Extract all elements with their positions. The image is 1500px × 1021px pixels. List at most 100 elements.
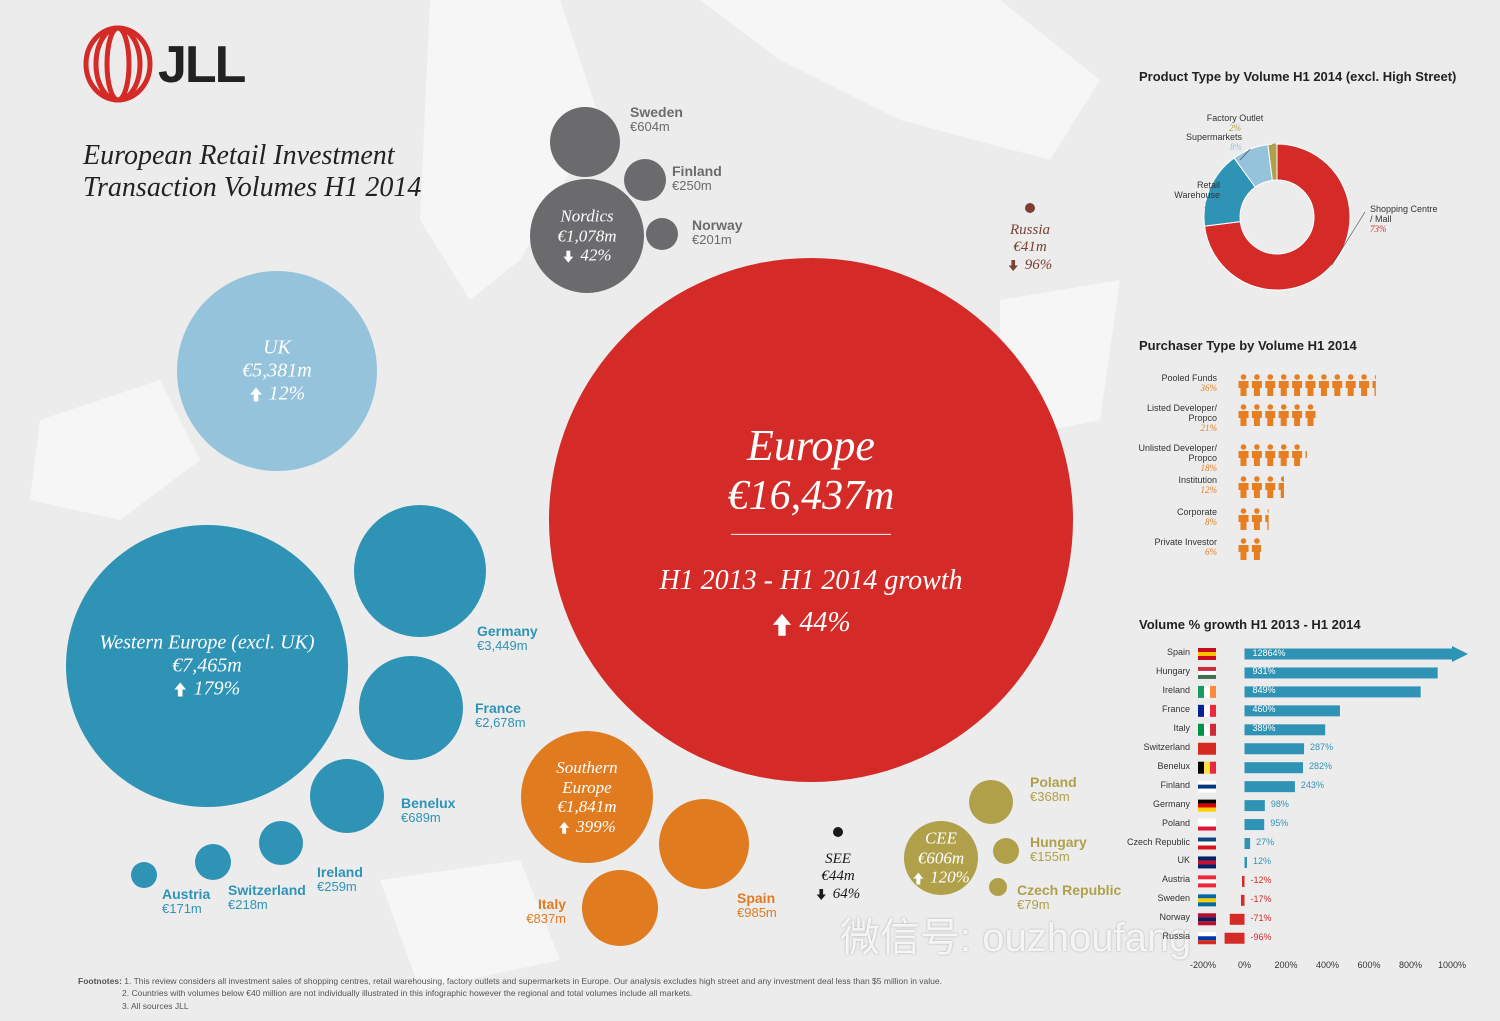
growth-arrow <box>174 682 187 697</box>
growth-label: 179% <box>193 677 241 700</box>
bubble-label: Europe €16,437m H1 2013 - H1 2014 growth 44… <box>611 421 1011 639</box>
person-body <box>1265 515 1269 530</box>
category-label: Spain <box>1166 647 1190 657</box>
pictograph-row <box>1238 444 1307 466</box>
flag <box>1204 723 1210 736</box>
person-head <box>1280 404 1287 410</box>
flag <box>1198 845 1216 850</box>
country-value: €155m <box>1030 849 1070 865</box>
flag <box>1210 723 1216 736</box>
value-label: -12% <box>1250 874 1272 885</box>
row-name: Private Investor <box>1154 537 1217 547</box>
bar <box>1244 648 1452 660</box>
flag <box>1198 875 1216 880</box>
row-name: Corporate <box>1176 507 1217 517</box>
bar <box>1224 932 1245 944</box>
category-label: UK <box>1177 855 1190 866</box>
person-head <box>1374 374 1376 380</box>
bubble-name: Europe <box>747 420 875 470</box>
category-label: Poland <box>1161 817 1190 828</box>
value-label: 931% <box>1252 666 1276 677</box>
bubble <box>550 107 620 177</box>
growth-label: 399% <box>576 816 616 836</box>
bubble-label: Southern Europe €1,841m 399% <box>534 758 640 836</box>
pictograph-row <box>1238 374 1376 396</box>
flag <box>1210 704 1216 717</box>
flag <box>1198 864 1216 869</box>
row-value: 6% <box>1205 546 1217 557</box>
flag <box>1198 818 1216 823</box>
leader-line <box>1331 211 1366 266</box>
value-label: 12864% <box>1252 647 1286 658</box>
growth: 42% <box>541 246 632 266</box>
row-label: Unlisted Developer/ Propco 18% <box>1127 443 1217 474</box>
flag <box>1198 940 1216 945</box>
person-body <box>1238 381 1249 396</box>
flag <box>1210 761 1216 774</box>
value-label: 98% <box>1270 799 1289 810</box>
logo-mark <box>83 25 153 103</box>
country-value: €218m <box>228 897 268 913</box>
person-body <box>1238 515 1249 530</box>
x-tick-label: 600% <box>1357 960 1381 970</box>
growth: 399% <box>534 817 640 837</box>
growth-arrow <box>1008 259 1018 271</box>
bubble-label: Germany €3,449m <box>477 623 538 654</box>
slice-label: Retail Warehouse 17% <box>1150 180 1220 211</box>
country-value: €79m <box>1017 897 1050 913</box>
flag <box>1198 879 1216 884</box>
slice-value: 73% <box>1370 223 1387 234</box>
row-label: Listed Developer/ Propco 21% <box>1127 403 1217 434</box>
country-name: Hungary <box>1030 834 1087 850</box>
bar <box>1240 894 1245 906</box>
footnotes: Footnotes: 1. This review considers all … <box>78 975 942 1012</box>
person-head <box>1334 374 1341 380</box>
value-label: -71% <box>1250 912 1272 923</box>
flag <box>1198 822 1216 827</box>
person-head <box>1240 508 1247 514</box>
country-name: Italy <box>537 896 566 912</box>
bubble-label: Austria €171m <box>162 886 210 917</box>
person-body <box>1238 451 1249 466</box>
flag <box>1198 856 1216 861</box>
bubble <box>310 759 384 833</box>
person-head <box>1280 444 1287 450</box>
person-body <box>1345 381 1356 396</box>
x-tick-label: 200% <box>1274 960 1298 970</box>
category-label: Italy <box>1173 722 1190 733</box>
person-body <box>1251 483 1262 498</box>
country-name: Sweden <box>630 104 683 120</box>
country-name: Norway <box>692 217 743 233</box>
category-label: Switzerland <box>1143 741 1190 752</box>
slice-value: 2% <box>1229 122 1241 133</box>
bubble-name: Nordics <box>560 206 614 226</box>
country-value: €368m <box>1030 789 1070 805</box>
slice-label: Factory Outlet 2% <box>1205 113 1265 134</box>
person-body <box>1278 483 1284 498</box>
category-label: Hungary <box>1155 665 1190 676</box>
flag <box>1198 704 1204 717</box>
flag <box>1198 894 1216 899</box>
person-head <box>1267 476 1274 482</box>
bubble-label: Poland €368m <box>1030 774 1077 805</box>
bubble <box>582 870 658 946</box>
bubble-label: Nordics €1,078m 42% <box>541 207 632 266</box>
value-label: 27% <box>1256 837 1275 847</box>
country-value: €259m <box>317 879 357 895</box>
flag <box>1198 921 1216 926</box>
bubble <box>530 179 644 293</box>
flag <box>1198 656 1216 660</box>
slice-name: Retail Warehouse <box>1174 180 1220 200</box>
slice-label: Shopping Centre / Mall 73% <box>1370 204 1440 235</box>
country-name: France <box>475 700 521 716</box>
row-label: Private Investor 6% <box>1127 537 1217 558</box>
person-body <box>1238 545 1249 560</box>
flag <box>1198 902 1216 907</box>
bubble-label: Italy €837m <box>526 896 566 927</box>
pictograph-row <box>1238 538 1261 560</box>
donut-slice <box>1267 143 1278 181</box>
person-head <box>1307 374 1314 380</box>
country-value: €604m <box>630 119 670 135</box>
bubble-value: €7,465m <box>172 654 242 677</box>
